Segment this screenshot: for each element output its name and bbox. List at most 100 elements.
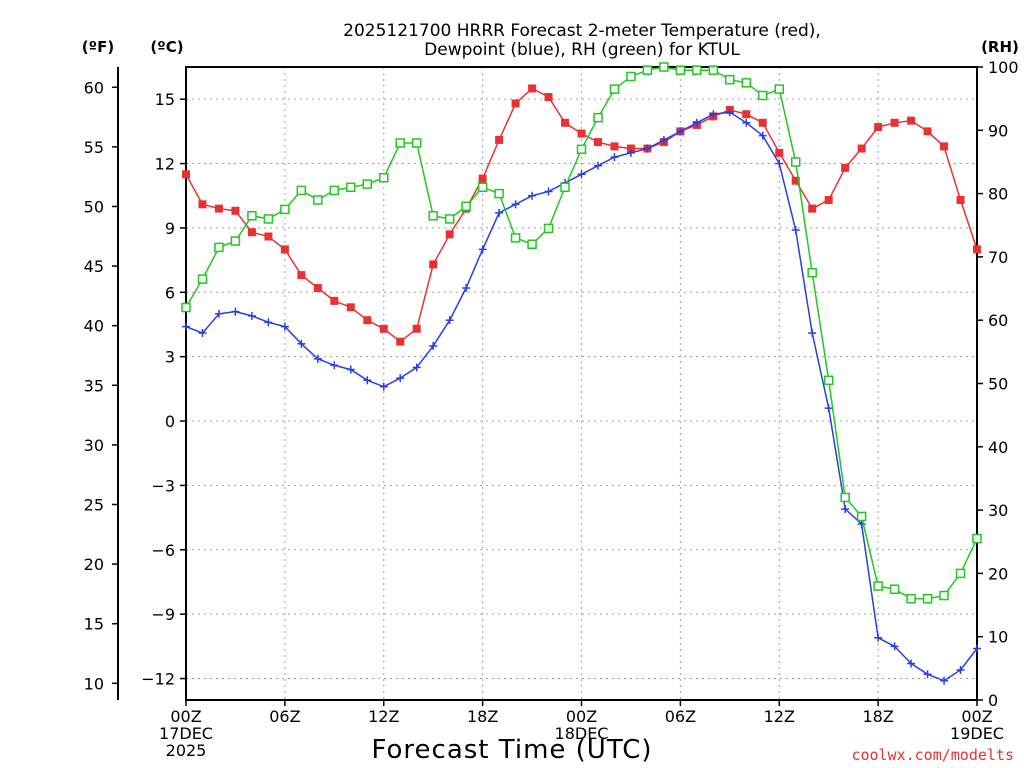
rh-tick-label: 90 (988, 121, 1008, 140)
celsius-axis: 15 12 9 6 3 0 −3 −6 −9 −12 (141, 90, 186, 689)
credit-text: coolwx.com/modelts (851, 746, 1014, 764)
data-point (593, 161, 602, 170)
data-point (182, 322, 190, 331)
data-point (296, 185, 307, 196)
data-point (808, 204, 817, 213)
series-line (185, 87, 978, 343)
time-tick-label: 00Z (170, 707, 201, 726)
data-point (313, 195, 323, 205)
data-point (247, 311, 256, 320)
data-point (577, 129, 586, 138)
data-point (856, 511, 867, 522)
chart-title-line2: Dewpoint (blue), RH (green) for KTUL (424, 40, 740, 60)
data-point (659, 62, 669, 72)
celsius-tick-label: 6 (165, 283, 175, 302)
data-point (626, 148, 635, 157)
time-tick-label: 18Z (467, 707, 498, 726)
celsius-tick-label: 3 (165, 348, 175, 367)
celsius-tick-label: 0 (165, 412, 175, 431)
celsius-tick-label: 12 (155, 155, 175, 174)
data-point (280, 204, 290, 215)
data-point (790, 157, 801, 167)
data-point (313, 284, 322, 293)
data-point (972, 533, 982, 544)
data-point (626, 144, 635, 153)
data-point (907, 116, 916, 125)
data-point (280, 245, 289, 254)
plot-frame (185, 66, 978, 701)
celsius-tick-label: 15 (155, 90, 175, 109)
data-point (923, 127, 932, 136)
time-tick-label: 06Z (665, 707, 696, 726)
data-point (742, 110, 751, 119)
data-point (889, 584, 900, 594)
data-point (181, 302, 191, 313)
data-point (676, 127, 685, 136)
data-point (429, 341, 438, 350)
data-point (692, 65, 702, 75)
rh-tick-label: 10 (988, 628, 1008, 647)
data-point (692, 118, 701, 127)
data-point (709, 110, 718, 119)
data-point (247, 228, 256, 237)
data-point (445, 230, 454, 239)
data-point (297, 271, 306, 280)
fahrenheit-tick-label: 10 (84, 674, 104, 693)
fahrenheit-tick-label: 60 (84, 78, 104, 97)
data-point (576, 144, 587, 155)
celsius-tick-label: −6 (151, 541, 175, 560)
data-point (511, 99, 520, 108)
fahrenheit-unit-label: (ºF) (82, 38, 114, 56)
data-point (973, 245, 981, 254)
data-point (444, 214, 455, 224)
data-point (230, 236, 241, 246)
data-point (874, 633, 883, 642)
grid-lines (186, 67, 977, 700)
data-point (264, 232, 273, 241)
data-point (462, 284, 471, 293)
data-point (808, 329, 817, 338)
data-point (182, 170, 190, 179)
data-point (659, 135, 668, 144)
data-point (396, 337, 405, 346)
data-point (791, 226, 800, 235)
time-tick-label: 19DEC (950, 724, 1004, 743)
data-point (411, 138, 422, 148)
time-tick-label: 12Z (368, 707, 399, 726)
rh-tick-label: 80 (988, 185, 1008, 204)
data-point (955, 568, 966, 579)
chart-title-line1: 2025121700 HRRR Forecast 2-meter Tempera… (343, 21, 821, 41)
rh-tick-label: 20 (988, 564, 1008, 583)
data-point (214, 242, 224, 253)
data-point (577, 170, 586, 179)
data-point (379, 382, 388, 391)
data-point (510, 233, 521, 243)
time-tick-label: 2025 (166, 741, 207, 760)
data-point (708, 65, 719, 75)
data-point (495, 208, 504, 217)
data-point (198, 329, 207, 338)
rh-tick-label: 0 (988, 691, 998, 710)
data-point (593, 112, 603, 123)
data-point (395, 138, 405, 148)
data-point (791, 176, 800, 185)
celsius-tick-label: 9 (165, 219, 175, 238)
fahrenheit-tick-label: 50 (84, 197, 104, 216)
data-point (939, 590, 949, 601)
data-point (940, 142, 949, 151)
celsius-unit-label: (ºC) (150, 38, 183, 56)
data-point (346, 182, 356, 193)
data-point (379, 173, 389, 183)
data-point (214, 309, 223, 318)
fahrenheit-tick-label: 40 (84, 317, 104, 336)
data-point (593, 138, 602, 147)
data-point (841, 505, 850, 514)
data-point (247, 211, 257, 221)
plot-border (185, 66, 978, 701)
data-point (758, 118, 767, 127)
celsius-tick-label: −3 (151, 476, 175, 495)
data-point (445, 316, 454, 325)
time-tick-label: 17DEC (159, 724, 213, 743)
time-tick-label: 00Z (566, 707, 597, 726)
